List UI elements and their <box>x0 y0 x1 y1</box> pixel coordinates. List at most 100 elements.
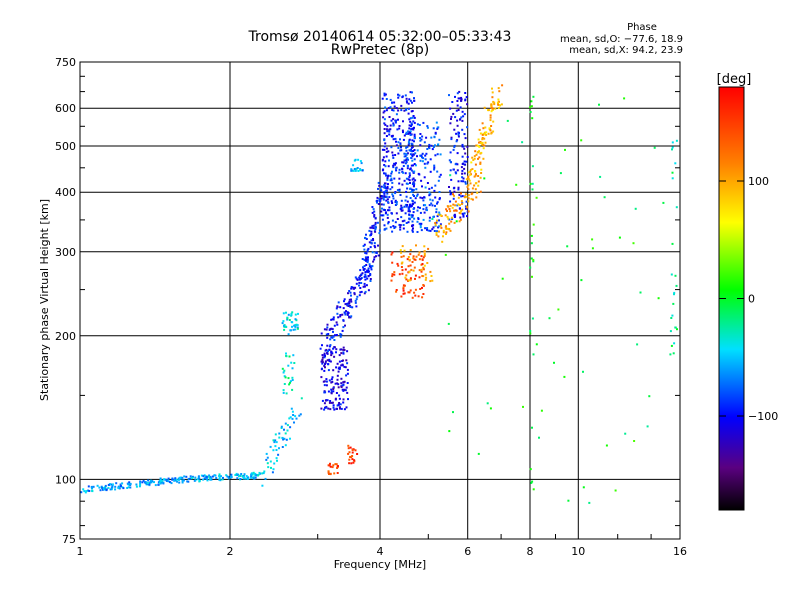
point <box>336 362 339 365</box>
point <box>416 193 419 196</box>
point <box>439 224 442 227</box>
point <box>427 247 430 250</box>
point <box>412 164 415 167</box>
point <box>397 147 400 149</box>
point <box>361 258 364 260</box>
point <box>531 275 533 278</box>
point <box>284 422 287 425</box>
point <box>218 473 221 476</box>
point <box>390 119 393 122</box>
point <box>449 122 452 125</box>
point <box>459 212 462 215</box>
point <box>198 479 201 482</box>
point <box>529 330 532 332</box>
point <box>400 266 403 268</box>
point <box>258 471 261 474</box>
point <box>251 473 254 476</box>
point <box>453 209 456 212</box>
point <box>392 138 395 141</box>
point <box>289 380 292 383</box>
point <box>289 426 292 429</box>
point <box>434 144 436 147</box>
point <box>453 144 456 147</box>
point <box>463 133 466 136</box>
point <box>374 217 377 220</box>
point <box>636 343 639 346</box>
point <box>521 141 524 144</box>
point <box>330 354 333 357</box>
point <box>428 187 431 190</box>
point <box>403 152 406 155</box>
point <box>479 161 482 164</box>
point <box>454 95 456 98</box>
point <box>274 439 277 442</box>
point <box>473 175 476 178</box>
point <box>275 441 278 444</box>
point <box>410 191 413 193</box>
point <box>449 151 452 154</box>
point <box>414 164 417 167</box>
point <box>422 157 425 160</box>
point <box>465 205 468 208</box>
point <box>412 193 415 196</box>
point <box>339 407 341 410</box>
point <box>388 116 391 118</box>
point <box>479 190 482 193</box>
point <box>115 482 118 485</box>
point <box>670 317 673 319</box>
point <box>365 252 368 255</box>
point <box>432 127 435 130</box>
point <box>99 489 102 492</box>
point <box>400 262 403 265</box>
point <box>412 189 415 191</box>
point <box>323 364 326 367</box>
point <box>632 242 635 245</box>
point <box>354 301 357 304</box>
point <box>288 383 291 386</box>
point <box>284 444 287 447</box>
point <box>200 474 203 477</box>
point <box>334 334 336 337</box>
point <box>323 369 326 372</box>
point <box>333 408 336 411</box>
point <box>420 222 423 225</box>
point <box>336 382 339 385</box>
point <box>102 488 105 491</box>
point <box>408 138 411 141</box>
point <box>453 186 456 189</box>
point <box>411 155 414 158</box>
point <box>183 475 186 478</box>
point <box>391 154 394 157</box>
point <box>430 186 433 189</box>
point <box>530 257 533 260</box>
point <box>321 367 323 370</box>
point <box>461 169 464 172</box>
point <box>464 163 467 166</box>
point <box>434 184 437 187</box>
point <box>349 316 352 319</box>
point <box>461 212 464 215</box>
point <box>468 179 471 182</box>
point <box>481 137 484 139</box>
point <box>370 239 373 242</box>
point <box>90 487 93 490</box>
point <box>394 121 397 124</box>
point <box>326 323 329 326</box>
point <box>432 146 435 148</box>
point <box>426 148 429 150</box>
point <box>456 104 459 107</box>
point <box>338 397 341 400</box>
point <box>354 169 357 172</box>
point <box>430 202 433 205</box>
series-cluster-2.6 <box>281 311 299 336</box>
series-F-main-5.0 <box>404 121 442 233</box>
point <box>398 190 401 193</box>
point <box>399 249 402 252</box>
point <box>392 122 395 125</box>
point <box>127 483 130 486</box>
point <box>380 197 383 200</box>
point <box>435 233 438 236</box>
point <box>282 438 285 441</box>
point <box>446 227 449 230</box>
point <box>429 158 432 161</box>
